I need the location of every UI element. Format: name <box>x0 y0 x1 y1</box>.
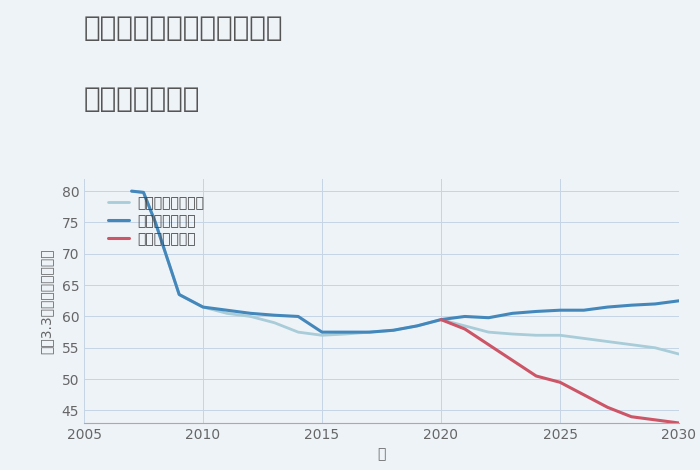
バッドシナリオ <box>675 420 683 426</box>
ノーマルシナリオ <box>461 323 469 329</box>
Line: バッドシナリオ: バッドシナリオ <box>441 320 679 423</box>
ノーマルシナリオ <box>139 189 148 195</box>
バッドシナリオ <box>603 405 612 410</box>
バッドシナリオ <box>437 317 445 322</box>
グッドシナリオ <box>675 298 683 304</box>
バッドシナリオ <box>484 342 493 347</box>
バッドシナリオ <box>461 326 469 332</box>
グッドシナリオ <box>294 313 302 319</box>
グッドシナリオ <box>223 307 231 313</box>
ノーマルシナリオ <box>580 336 588 341</box>
Text: 土地の価格推移: 土地の価格推移 <box>84 85 200 113</box>
グッドシナリオ <box>651 301 659 307</box>
ノーマルシナリオ <box>294 329 302 335</box>
ノーマルシナリオ <box>270 320 279 326</box>
ノーマルシナリオ <box>508 331 517 337</box>
ノーマルシナリオ <box>651 345 659 351</box>
バッドシナリオ <box>651 417 659 423</box>
Legend: ノーマルシナリオ, グッドシナリオ, バッドシナリオ: ノーマルシナリオ, グッドシナリオ, バッドシナリオ <box>103 190 210 252</box>
グッドシナリオ <box>175 292 183 298</box>
Y-axis label: 坪（3.3㎡）単価（万円）: 坪（3.3㎡）単価（万円） <box>39 248 53 353</box>
ノーマルシナリオ <box>675 351 683 357</box>
グッドシナリオ <box>532 309 540 314</box>
グッドシナリオ <box>342 329 350 335</box>
X-axis label: 年: 年 <box>377 447 386 462</box>
ノーマルシナリオ <box>151 219 160 225</box>
バッドシナリオ <box>508 358 517 363</box>
バッドシナリオ <box>532 373 540 379</box>
ノーマルシナリオ <box>603 339 612 345</box>
グッドシナリオ <box>270 313 279 318</box>
ノーマルシナリオ <box>484 329 493 335</box>
グッドシナリオ <box>461 313 469 319</box>
バッドシナリオ <box>556 379 564 385</box>
グッドシナリオ <box>508 311 517 316</box>
Line: グッドシナリオ: グッドシナリオ <box>132 191 679 332</box>
グッドシナリオ <box>365 329 374 335</box>
ノーマルシナリオ <box>389 328 398 333</box>
Text: 奈良県奈良市秋篠早月町の: 奈良県奈良市秋篠早月町の <box>84 14 284 42</box>
グッドシナリオ <box>151 219 160 225</box>
グッドシナリオ <box>139 189 148 195</box>
ノーマルシナリオ <box>627 342 636 347</box>
グッドシナリオ <box>389 328 398 333</box>
ノーマルシナリオ <box>342 331 350 337</box>
ノーマルシナリオ <box>199 304 207 310</box>
バッドシナリオ <box>627 414 636 420</box>
ノーマルシナリオ <box>223 311 231 316</box>
グッドシナリオ <box>603 304 612 310</box>
ノーマルシナリオ <box>175 292 183 298</box>
グッドシナリオ <box>627 302 636 308</box>
ノーマルシナリオ <box>556 332 564 338</box>
グッドシナリオ <box>556 307 564 313</box>
グッドシナリオ <box>580 307 588 313</box>
グッドシナリオ <box>318 329 326 335</box>
ノーマルシナリオ <box>127 188 136 194</box>
バッドシナリオ <box>580 392 588 398</box>
ノーマルシナリオ <box>532 332 540 338</box>
グッドシナリオ <box>246 311 255 316</box>
Line: ノーマルシナリオ: ノーマルシナリオ <box>132 191 679 354</box>
グッドシナリオ <box>484 315 493 321</box>
グッドシナリオ <box>437 317 445 322</box>
ノーマルシナリオ <box>365 329 374 335</box>
グッドシナリオ <box>127 188 136 194</box>
ノーマルシナリオ <box>318 332 326 338</box>
ノーマルシナリオ <box>437 317 445 322</box>
グッドシナリオ <box>413 323 421 329</box>
ノーマルシナリオ <box>246 313 255 319</box>
グッドシナリオ <box>199 304 207 310</box>
ノーマルシナリオ <box>413 323 421 329</box>
